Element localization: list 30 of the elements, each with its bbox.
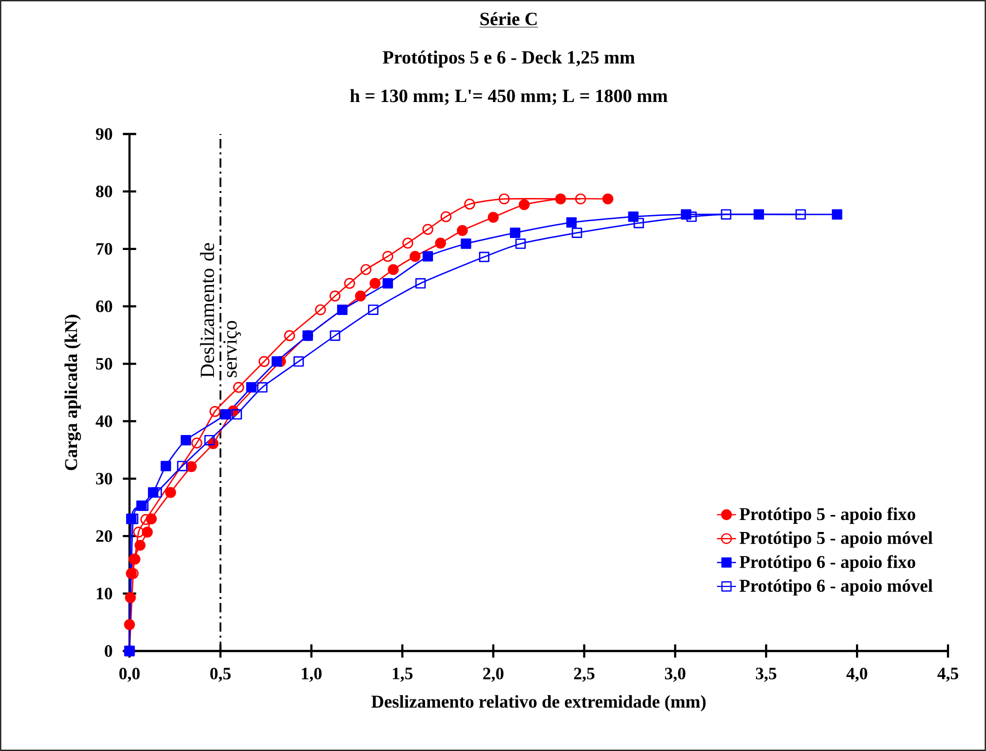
x-tick-label: 3,5 <box>756 668 776 682</box>
x-tick-label: 2,5 <box>574 668 594 682</box>
y-tick-label: 30 <box>96 472 112 485</box>
y-tick-label: 80 <box>96 186 112 198</box>
legend-label: Protótipo 5 - apoio móvel <box>740 531 933 548</box>
y-tick-label: 40 <box>96 415 112 428</box>
x-tick-label: 0,0 <box>119 668 140 682</box>
y-tick-label: 20 <box>96 530 112 542</box>
x-tick-label: 1,0 <box>302 668 322 682</box>
y-tick-label: 90 <box>96 128 112 140</box>
x-tick-label: 1,5 <box>392 668 413 682</box>
y-tick-label: 60 <box>96 300 112 312</box>
x-axis-title: Deslizamento relativo de extremidade (mm) <box>371 695 706 712</box>
chart-subtitle: Protótipos 5 e 6 - Deck 1,25 mm <box>382 50 635 68</box>
y-tick-label: 10 <box>96 588 112 600</box>
y-axis-title: Carga aplicada (kN) <box>64 314 81 470</box>
legend-label: Protótipo 6 - apoio móvel <box>740 579 933 596</box>
legend-label: Protótipo 5 - apoio fixo <box>740 507 916 524</box>
chart-title: Série C <box>480 12 537 26</box>
y-tick-label: 50 <box>96 358 112 370</box>
y-tick-label: 70 <box>96 243 112 255</box>
x-tick-label: 2,0 <box>483 668 504 682</box>
y-tick-label: 0 <box>104 645 112 657</box>
x-tick-label: 0,5 <box>210 668 231 682</box>
ref-line-label: Deslizamento de serviço <box>200 243 241 378</box>
x-tick-label: 4,5 <box>937 668 958 682</box>
x-tick-label: 3,0 <box>664 668 686 682</box>
text: h = 130 mm; L'= 450 mm; L = 1800 mm <box>350 89 668 105</box>
x-tick-label: 4,0 <box>846 668 868 682</box>
legend-label: Protótipo 6 - apoio fixo <box>740 555 916 572</box>
